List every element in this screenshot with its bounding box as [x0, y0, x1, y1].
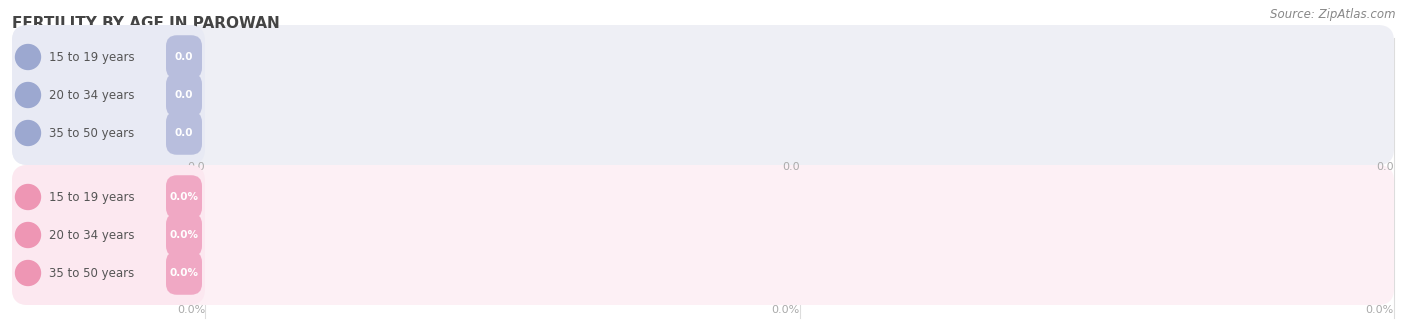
Text: 0.0%: 0.0% [170, 268, 198, 278]
FancyBboxPatch shape [13, 25, 205, 89]
FancyBboxPatch shape [13, 165, 1393, 229]
Circle shape [15, 82, 41, 108]
Circle shape [15, 45, 41, 70]
Text: 0.0: 0.0 [187, 162, 205, 172]
FancyBboxPatch shape [166, 175, 202, 219]
FancyBboxPatch shape [13, 63, 205, 127]
FancyBboxPatch shape [13, 241, 1393, 305]
Text: 0.0%: 0.0% [1365, 305, 1393, 315]
Text: 35 to 50 years: 35 to 50 years [49, 267, 134, 280]
Text: 0.0%: 0.0% [170, 192, 198, 202]
Text: Source: ZipAtlas.com: Source: ZipAtlas.com [1271, 8, 1396, 21]
FancyBboxPatch shape [166, 111, 202, 155]
FancyBboxPatch shape [166, 35, 202, 79]
Text: 0.0: 0.0 [1376, 162, 1393, 172]
FancyBboxPatch shape [166, 213, 202, 257]
Text: 35 to 50 years: 35 to 50 years [49, 126, 134, 140]
FancyBboxPatch shape [13, 101, 1393, 165]
Text: 20 to 34 years: 20 to 34 years [49, 88, 135, 102]
FancyBboxPatch shape [13, 165, 205, 229]
Text: 0.0: 0.0 [174, 90, 193, 100]
Circle shape [15, 184, 41, 210]
Text: 0.0: 0.0 [782, 162, 800, 172]
Text: 0.0: 0.0 [174, 52, 193, 62]
FancyBboxPatch shape [166, 251, 202, 295]
Text: 0.0%: 0.0% [170, 230, 198, 240]
FancyBboxPatch shape [13, 25, 1393, 89]
Text: 0.0%: 0.0% [177, 305, 205, 315]
FancyBboxPatch shape [13, 101, 205, 165]
Text: 0.0: 0.0 [174, 128, 193, 138]
FancyBboxPatch shape [166, 73, 202, 117]
Text: 20 to 34 years: 20 to 34 years [49, 228, 135, 242]
FancyBboxPatch shape [13, 63, 1393, 127]
Text: 0.0%: 0.0% [772, 305, 800, 315]
Text: 15 to 19 years: 15 to 19 years [49, 190, 135, 204]
Text: 15 to 19 years: 15 to 19 years [49, 50, 135, 63]
Circle shape [15, 120, 41, 146]
FancyBboxPatch shape [13, 203, 1393, 267]
FancyBboxPatch shape [13, 241, 205, 305]
Circle shape [15, 222, 41, 248]
Text: FERTILITY BY AGE IN PAROWAN: FERTILITY BY AGE IN PAROWAN [13, 16, 280, 31]
FancyBboxPatch shape [13, 203, 205, 267]
Circle shape [15, 260, 41, 285]
